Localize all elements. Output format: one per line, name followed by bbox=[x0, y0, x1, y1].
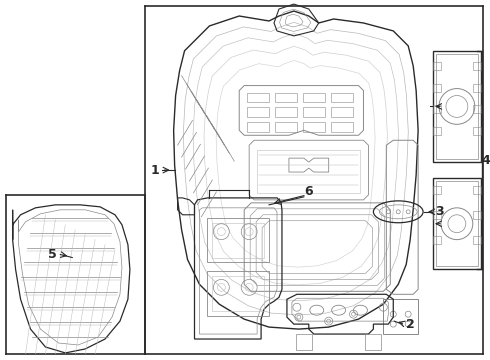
Bar bbox=[275, 93, 297, 103]
Text: 1: 1 bbox=[150, 163, 159, 176]
Bar bbox=[303, 93, 325, 103]
Text: 6: 6 bbox=[304, 185, 313, 198]
Bar bbox=[303, 107, 325, 117]
Bar bbox=[207, 271, 269, 316]
Bar bbox=[473, 186, 481, 194]
Bar bbox=[247, 93, 269, 103]
Bar bbox=[366, 334, 381, 350]
Bar bbox=[436, 54, 478, 159]
Bar bbox=[473, 127, 481, 135]
Text: 2: 2 bbox=[406, 318, 415, 330]
Bar bbox=[275, 107, 297, 117]
Bar bbox=[247, 107, 269, 117]
Bar bbox=[275, 122, 297, 132]
Bar bbox=[433, 186, 441, 194]
Bar bbox=[433, 84, 441, 91]
Bar bbox=[433, 211, 441, 219]
Bar bbox=[473, 211, 481, 219]
Bar bbox=[433, 178, 481, 269]
Bar bbox=[433, 236, 441, 244]
Text: 5: 5 bbox=[48, 248, 57, 261]
Bar bbox=[331, 122, 352, 132]
Bar bbox=[473, 105, 481, 113]
Bar bbox=[331, 107, 352, 117]
Text: 3: 3 bbox=[436, 205, 444, 218]
Text: 4: 4 bbox=[481, 154, 490, 167]
Bar bbox=[296, 334, 312, 350]
Bar bbox=[433, 51, 481, 162]
Bar bbox=[247, 122, 269, 132]
Bar bbox=[433, 127, 441, 135]
Bar bbox=[303, 122, 325, 132]
Bar bbox=[212, 276, 264, 311]
Bar bbox=[436, 181, 478, 266]
Bar bbox=[207, 218, 269, 262]
Bar bbox=[433, 105, 441, 113]
Bar bbox=[473, 62, 481, 70]
Bar bbox=[473, 84, 481, 91]
Bar bbox=[331, 93, 352, 103]
Bar bbox=[473, 236, 481, 244]
Bar bbox=[212, 223, 264, 257]
Bar bbox=[433, 62, 441, 70]
